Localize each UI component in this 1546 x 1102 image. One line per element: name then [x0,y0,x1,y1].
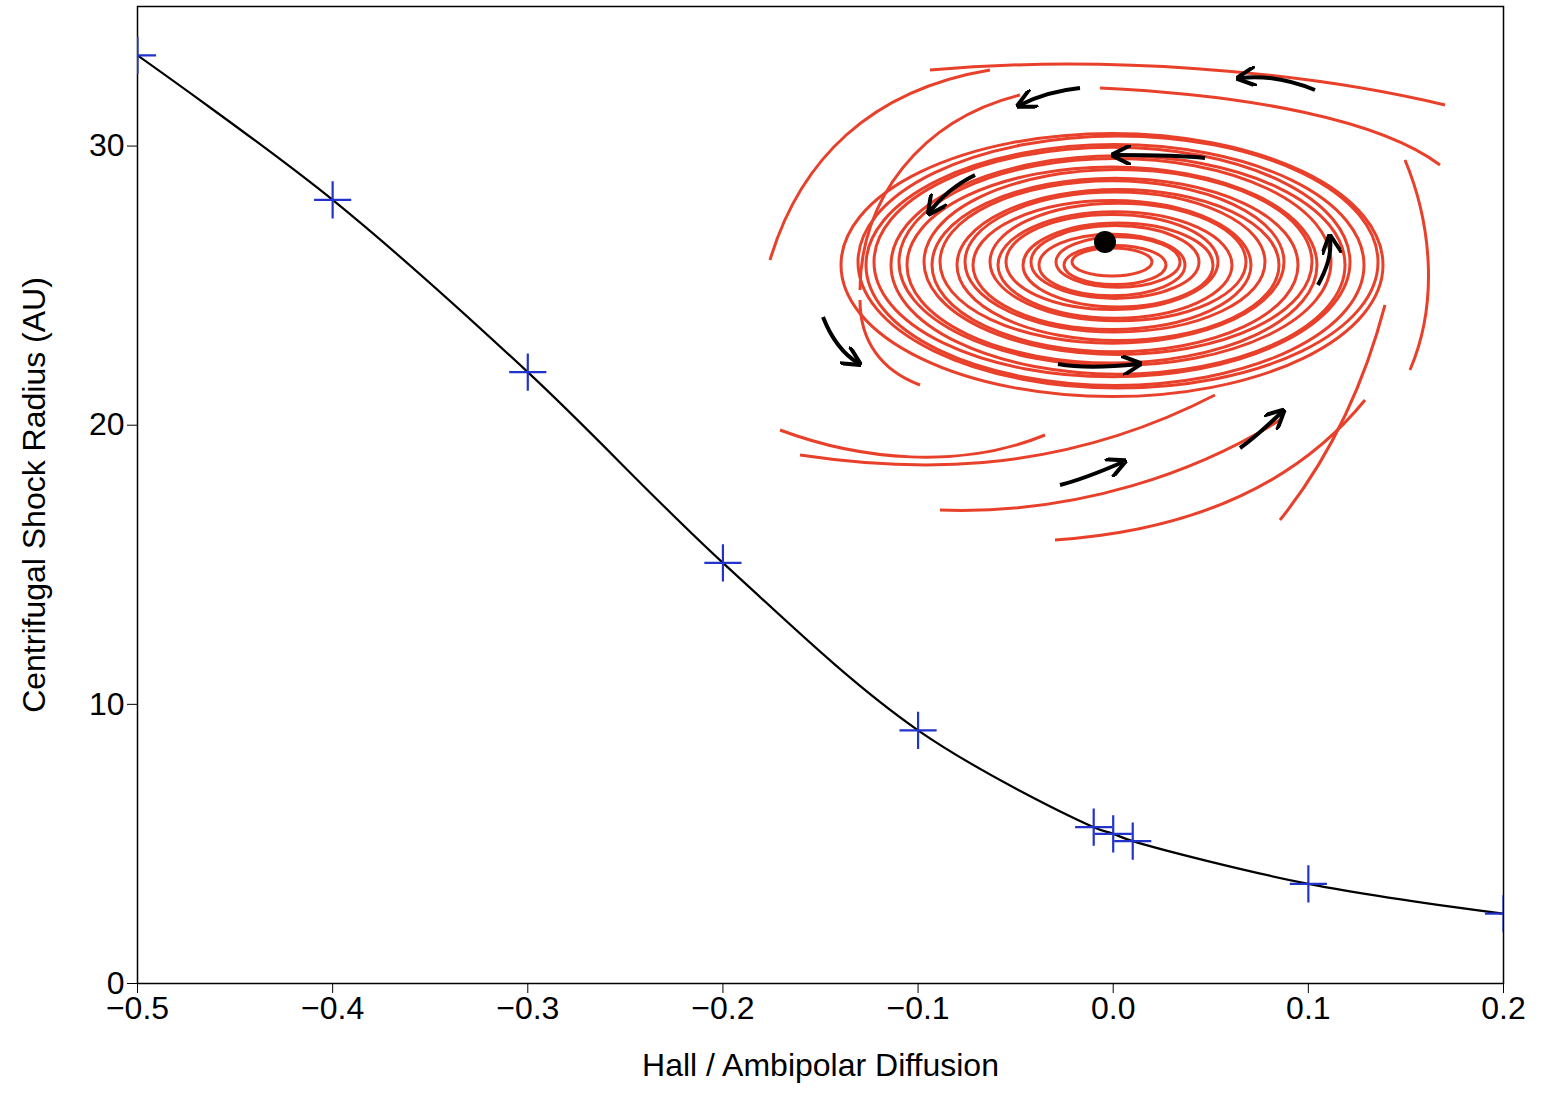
svg-text:−0.5: −0.5 [106,990,169,1026]
svg-text:Hall / Ambipolar Diffusion: Hall / Ambipolar Diffusion [642,1047,999,1083]
svg-text:−0.4: −0.4 [301,990,364,1026]
svg-text:−0.1: −0.1 [886,990,949,1026]
svg-text:0.1: 0.1 [1286,990,1330,1026]
svg-text:10: 10 [89,686,125,722]
svg-text:0.2: 0.2 [1481,990,1525,1026]
svg-text:−0.2: −0.2 [691,990,754,1026]
svg-text:−0.3: −0.3 [496,990,559,1026]
svg-text:0: 0 [106,964,125,1001]
svg-text:0.0: 0.0 [1091,990,1135,1026]
svg-text:20: 20 [89,406,125,442]
svg-text:30: 30 [89,127,125,163]
svg-text:Centrifugal Shock Radius (AU): Centrifugal Shock Radius (AU) [16,277,52,713]
